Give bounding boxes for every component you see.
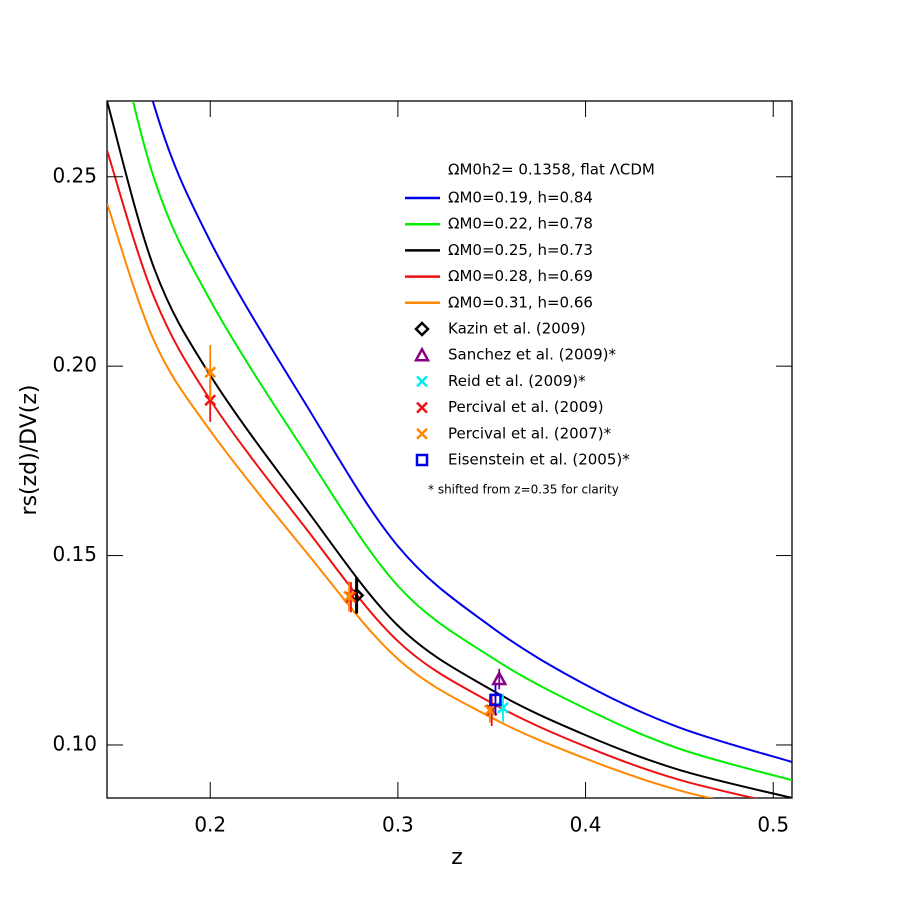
- legend-marker: [416, 427, 428, 440]
- cross: [204, 366, 217, 379]
- legend-label: ΩM0=0.28, h=0.69: [448, 267, 593, 285]
- curve: [107, 149, 758, 798]
- data-point: [204, 366, 217, 379]
- y-axis-label: rs(zd)/DV(z): [17, 385, 42, 516]
- data-point: [204, 394, 217, 407]
- x-tick-label: 0.2: [194, 813, 226, 837]
- cross: [343, 590, 355, 603]
- legend-label: ΩM0=0.25, h=0.73: [448, 241, 593, 259]
- legend-marker: [416, 375, 428, 388]
- data-point: [491, 670, 508, 686]
- legend-title: ΩM0h2= 0.1358, flat ΛCDM: [448, 161, 655, 179]
- cross: [416, 375, 428, 388]
- legend-label: Eisenstein et al. (2005)*: [448, 451, 630, 469]
- square: [489, 693, 502, 707]
- x-tick-label: 0.5: [757, 813, 789, 837]
- square: [415, 453, 429, 467]
- curve: [107, 202, 715, 798]
- curve: [151, 101, 792, 763]
- y-tick-label: 0.25: [52, 163, 97, 187]
- cross: [497, 701, 509, 714]
- x-tick-label: 0.4: [570, 813, 602, 837]
- diamond: [414, 321, 430, 337]
- legend-label: Percival et al. (2007)*: [448, 424, 612, 442]
- legend-label: Percival et al. (2009): [448, 398, 604, 416]
- data-point: [489, 693, 502, 707]
- y-tick-label: 0.15: [52, 542, 97, 566]
- legend-label: Reid et al. (2009)*: [448, 372, 586, 390]
- data-point: [483, 704, 496, 717]
- x-axis-label: z: [451, 845, 463, 870]
- triangle: [491, 670, 508, 686]
- triangle: [413, 346, 431, 362]
- legend-label: Sanchez et al. (2009)*: [448, 346, 616, 364]
- legend-label: Kazin et al. (2009): [448, 320, 586, 338]
- curve: [131, 101, 792, 782]
- legend-label: ΩM0=0.22, h=0.78: [448, 215, 593, 233]
- cross: [416, 427, 428, 440]
- y-tick-label: 0.10: [52, 731, 97, 755]
- legend-marker: [414, 321, 430, 337]
- legend-label: ΩM0=0.31, h=0.66: [448, 293, 593, 311]
- cross: [483, 704, 496, 717]
- legend-marker: [413, 346, 431, 362]
- x-tick-label: 0.3: [382, 813, 414, 837]
- cross: [416, 401, 428, 414]
- legend-marker: [415, 453, 429, 467]
- curve: [107, 101, 792, 798]
- plot-frame: [106, 100, 793, 799]
- cross: [204, 394, 217, 407]
- footnote: * shifted from z=0.35 for clarity: [428, 483, 619, 497]
- y-tick-label: 0.20: [52, 353, 97, 377]
- legend-marker: [416, 401, 428, 414]
- data-point: [343, 590, 355, 603]
- legend-label: ΩM0=0.19, h=0.84: [448, 189, 593, 207]
- curves: [107, 101, 792, 798]
